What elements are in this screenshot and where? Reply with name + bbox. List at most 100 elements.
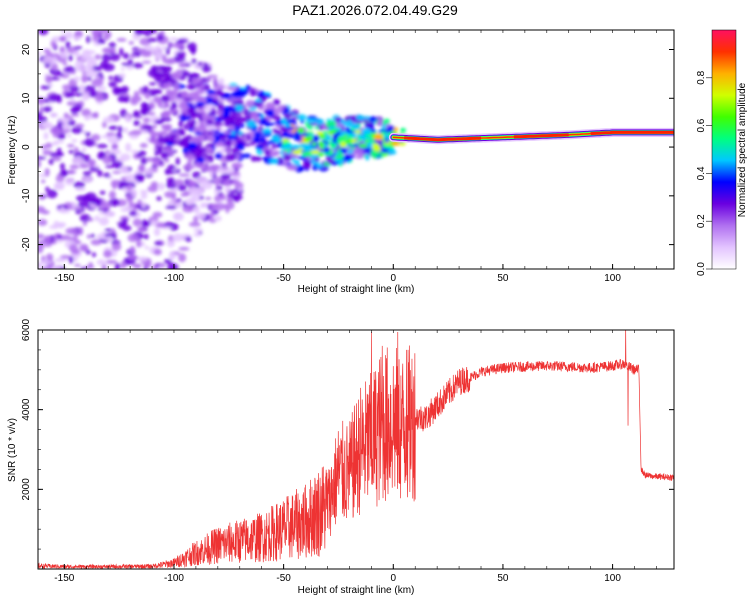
spectrogram-noise-cell	[177, 38, 189, 43]
spectrogram-noise-cell	[150, 220, 158, 226]
spectrogram-band-cell	[209, 155, 214, 163]
spectrogram-noise-cell	[70, 70, 76, 75]
spectrogram-noise-cell	[136, 256, 148, 262]
spectrogram-band-cell	[195, 154, 200, 160]
spectrogram-noise-cell	[209, 203, 219, 209]
spectrogram-noise-cell	[111, 242, 122, 251]
spectrogram-noise-cell	[94, 54, 101, 60]
spectrogram-noise-cell	[144, 261, 152, 269]
spectrogram-band-cell	[325, 120, 337, 129]
spectrogram-noise-cell	[214, 178, 220, 187]
spectrogram-core-cell	[341, 148, 348, 154]
snr-y-ticks: 2000 4000 6000	[21, 318, 674, 550]
spectrogram-noise-cell	[167, 164, 176, 171]
spectrogram-band-cell	[266, 109, 275, 118]
spectrogram-noise-cell	[173, 179, 185, 186]
spectrogram-y-tick-label: 10	[21, 92, 32, 104]
spectrogram-band-cell	[211, 98, 219, 104]
spectrogram-noise-cell	[97, 86, 107, 91]
spectrogram-noise-cell	[122, 225, 132, 232]
spectrogram-noise-cell	[141, 60, 152, 64]
spectrogram-noise-cell	[79, 84, 85, 93]
colorbar-gradient	[712, 30, 736, 269]
spectrogram-noise-cell	[38, 262, 43, 268]
spectrogram-band-cell	[232, 90, 240, 99]
spectrogram-band-cell	[212, 77, 218, 85]
spectrogram-band-cell	[152, 157, 160, 166]
spectrogram-noise-cell	[43, 106, 52, 113]
spectrogram-noise-cell	[49, 152, 62, 158]
spectrogram-band-cell	[371, 129, 376, 134]
chart-title: PAZ1.2026.072.04.49.G29	[292, 2, 458, 18]
spectrogram-band-cell	[187, 142, 198, 150]
spectrogram-noise-cell	[156, 196, 162, 201]
spectrogram-noise-cell	[59, 36, 66, 42]
spectrogram-core-cell	[310, 149, 320, 155]
spectrogram-noise-cell	[193, 232, 202, 237]
snr-y-tick-label: 6000	[21, 318, 32, 341]
spectrogram-band-cell	[238, 101, 243, 106]
spectrogram-noise-cell	[88, 167, 100, 172]
spectrogram-band-cell	[261, 128, 272, 134]
spectrogram-band-cell	[265, 102, 276, 110]
spectrogram-noise-cell	[53, 183, 63, 190]
spectrogram-noise-cell	[143, 168, 153, 175]
spectrogram-noise-cell	[91, 133, 101, 142]
spectrogram-noise-cell	[38, 30, 49, 36]
spectrogram-noise-cell	[191, 46, 196, 56]
spectrogram-noise-cell	[70, 106, 79, 115]
spectrogram-noise-cell	[75, 187, 86, 192]
spectrogram-noise-cell	[185, 236, 192, 242]
spectrogram-band-cell	[207, 143, 216, 147]
spectrogram-noise-cell	[127, 233, 139, 243]
spectrogram-noise-cell	[38, 244, 44, 254]
spectrogram-noise-cell	[68, 54, 73, 62]
snr-x-ticks: -150 -100 -50 0 50 100	[42, 330, 657, 584]
spectrogram-noise-cell	[128, 41, 135, 45]
snr-panel: -150 -100 -50 0 50 100 2000 4000 6000 Height of…	[7, 318, 675, 596]
spectrogram-band-cell	[179, 76, 186, 81]
spectrogram-noise-cell	[118, 126, 123, 133]
spectrogram-noise-cell	[121, 62, 133, 66]
spectrogram-noise-cell	[188, 180, 197, 188]
spectrogram-noise-cell	[49, 126, 62, 135]
spectrogram-noise-cell	[105, 236, 113, 243]
spectrogram-band-cell	[234, 104, 244, 112]
spectrogram-noise-cell	[69, 164, 80, 170]
spectrogram-band-cell	[296, 155, 306, 160]
spectrogram-band-cell	[244, 142, 251, 147]
spectrogram-noise-cell	[81, 129, 87, 134]
spectrogram-noise-cell	[108, 125, 118, 131]
spectrogram-noise-cell	[118, 180, 129, 188]
spectrogram-noise-cell	[54, 264, 62, 269]
spectrogram-band-cell	[194, 131, 203, 136]
spectrogram-band-cell	[160, 95, 170, 103]
spectrogram-noise-cell	[133, 120, 141, 126]
spectrogram-band-cell	[347, 119, 352, 125]
spectrogram-noise-cell	[209, 211, 215, 221]
spectrogram-noise-cell	[94, 93, 105, 102]
spectrogram-x-tick-label: 100	[604, 273, 621, 284]
spectrogram-noise-cell	[75, 206, 84, 210]
spectrogram-noise-cell	[188, 221, 201, 227]
spectrogram-noise-cell	[51, 36, 62, 42]
colorbar-frame	[711, 29, 737, 270]
spectrogram-noise-cell	[73, 76, 80, 82]
spectrogram-band-cell	[236, 142, 245, 151]
spectrogram-band-cell	[180, 90, 189, 99]
spectrogram-noise-cell	[131, 129, 142, 136]
spectrogram-noise-cell	[71, 139, 78, 143]
spectrogram-noise-cell	[66, 102, 75, 106]
spectrogram-band-cell	[368, 116, 378, 123]
spectrogram-band-cell	[163, 127, 171, 132]
spectrogram-band-cell	[157, 146, 163, 155]
spectrogram-band-cell	[283, 107, 290, 114]
spectrogram-noise-cell	[168, 252, 176, 261]
spectrogram-noise-cell	[209, 219, 217, 223]
spectrogram-noise-cell	[85, 70, 98, 78]
spectrogram-band-cell	[255, 144, 265, 150]
spectrogram-noise-cell	[229, 189, 237, 193]
spectrogram-noise-cell	[108, 190, 117, 200]
spectrogram-noise-cell	[65, 177, 74, 186]
spectrogram-noise-cell	[173, 54, 186, 63]
